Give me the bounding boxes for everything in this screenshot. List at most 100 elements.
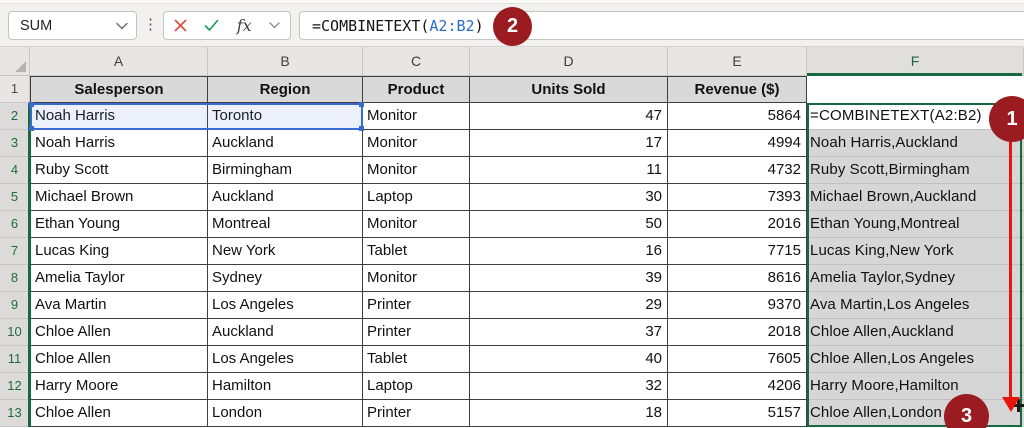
cell-a2[interactable]: Noah Harris [30, 103, 208, 130]
insert-function-icon[interactable]: fx [236, 16, 252, 35]
cell-e9[interactable]: 9370 [668, 292, 807, 319]
cell-f5[interactable]: Michael Brown,Auckland [807, 184, 1024, 211]
cell-d6[interactable]: 50 [470, 211, 668, 238]
chevron-down-icon[interactable] [269, 22, 280, 29]
cell-a11[interactable]: Chloe Allen [30, 346, 208, 373]
cell-a4[interactable]: Ruby Scott [30, 157, 208, 184]
cell-e2[interactable]: 5864 [668, 103, 807, 130]
row-header-5[interactable]: 5 [0, 184, 30, 211]
cell-c5[interactable]: Laptop [363, 184, 470, 211]
cell-a10[interactable]: Chloe Allen [30, 319, 208, 346]
cell-a12[interactable]: Harry Moore [30, 373, 208, 400]
row-header-1[interactable]: 1 [0, 76, 30, 103]
cell-b4[interactable]: Birmingham [208, 157, 363, 184]
cell-f3[interactable]: Noah Harris,Auckland [807, 130, 1024, 157]
cell-b8[interactable]: Sydney [208, 265, 363, 292]
cell-b12[interactable]: Hamilton [208, 373, 363, 400]
cell-b10[interactable]: Auckland [208, 319, 363, 346]
column-header-d[interactable]: D [470, 47, 668, 76]
cell-f10[interactable]: Chloe Allen,Auckland [807, 319, 1024, 346]
cell-d8[interactable]: 39 [470, 265, 668, 292]
cell-c1[interactable]: Product [363, 76, 470, 103]
cell-a1[interactable]: Salesperson [30, 76, 208, 103]
cell-c10[interactable]: Printer [363, 319, 470, 346]
cell-a13[interactable]: Chloe Allen [30, 400, 208, 427]
cell-c9[interactable]: Printer [363, 292, 470, 319]
cell-d1[interactable]: Units Sold [470, 76, 668, 103]
cell-c4[interactable]: Monitor [363, 157, 470, 184]
cell-d3[interactable]: 17 [470, 130, 668, 157]
cell-d7[interactable]: 16 [470, 238, 668, 265]
cell-f2[interactable]: =COMBINETEXT(A2:B2) [807, 103, 1024, 130]
column-header-f[interactable]: F [807, 47, 1024, 76]
cell-e6[interactable]: 2016 [668, 211, 807, 238]
cell-b11[interactable]: Los Angeles [208, 346, 363, 373]
cell-a6[interactable]: Ethan Young [30, 211, 208, 238]
cell-d9[interactable]: 29 [470, 292, 668, 319]
column-header-b[interactable]: B [208, 47, 363, 76]
cell-b3[interactable]: Auckland [208, 130, 363, 157]
cell-b1[interactable]: Region [208, 76, 363, 103]
cell-d2[interactable]: 47 [470, 103, 668, 130]
cell-c3[interactable]: Monitor [363, 130, 470, 157]
column-header-e[interactable]: E [668, 47, 807, 76]
cell-e5[interactable]: 7393 [668, 184, 807, 211]
cell-f6[interactable]: Ethan Young,Montreal [807, 211, 1024, 238]
formula-input[interactable]: =COMBINETEXT(A2:B2) [299, 11, 1024, 40]
cell-e11[interactable]: 7605 [668, 346, 807, 373]
cell-c11[interactable]: Tablet [363, 346, 470, 373]
cell-c7[interactable]: Tablet [363, 238, 470, 265]
row-header-6[interactable]: 6 [0, 211, 30, 238]
cell-e1[interactable]: Revenue ($) [668, 76, 807, 103]
cell-c6[interactable]: Monitor [363, 211, 470, 238]
row-header-10[interactable]: 10 [0, 319, 30, 346]
cell-f13[interactable]: Chloe Allen,London [807, 400, 1024, 427]
row-header-2[interactable]: 2 [0, 103, 30, 130]
cell-b6[interactable]: Montreal [208, 211, 363, 238]
cell-a9[interactable]: Ava Martin [30, 292, 208, 319]
cell-e12[interactable]: 4206 [668, 373, 807, 400]
cell-f4[interactable]: Ruby Scott,Birmingham [807, 157, 1024, 184]
cell-d5[interactable]: 30 [470, 184, 668, 211]
cell-f11[interactable]: Chloe Allen,Los Angeles [807, 346, 1024, 373]
cell-f7[interactable]: Lucas King,New York [807, 238, 1024, 265]
select-all-button[interactable] [0, 47, 30, 76]
row-header-8[interactable]: 8 [0, 265, 30, 292]
cell-c13[interactable]: Printer [363, 400, 470, 427]
cell-b2[interactable]: Toronto [208, 103, 363, 130]
row-header-12[interactable]: 12 [0, 373, 30, 400]
cell-e13[interactable]: 5157 [668, 400, 807, 427]
cell-e4[interactable]: 4732 [668, 157, 807, 184]
cell-a3[interactable]: Noah Harris [30, 130, 208, 157]
cancel-icon[interactable] [174, 19, 187, 32]
row-header-4[interactable]: 4 [0, 157, 30, 184]
cell-d4[interactable]: 11 [470, 157, 668, 184]
name-box[interactable]: SUM [8, 11, 137, 40]
row-header-3[interactable]: 3 [0, 130, 30, 157]
cell-f8[interactable]: Amelia Taylor,Sydney [807, 265, 1024, 292]
cell-d11[interactable]: 40 [470, 346, 668, 373]
row-header-7[interactable]: 7 [0, 238, 30, 265]
cell-f12[interactable]: Harry Moore,Hamilton [807, 373, 1024, 400]
row-header-11[interactable]: 11 [0, 346, 30, 373]
column-header-c[interactable]: C [363, 47, 470, 76]
cell-c12[interactable]: Laptop [363, 373, 470, 400]
cell-d13[interactable]: 18 [470, 400, 668, 427]
cell-f1[interactable] [807, 76, 1024, 103]
cell-a8[interactable]: Amelia Taylor [30, 265, 208, 292]
cell-e3[interactable]: 4994 [668, 130, 807, 157]
cell-f9[interactable]: Ava Martin,Los Angeles [807, 292, 1024, 319]
cell-e8[interactable]: 8616 [668, 265, 807, 292]
confirm-icon[interactable] [204, 19, 219, 32]
cell-d12[interactable]: 32 [470, 373, 668, 400]
cell-e10[interactable]: 2018 [668, 319, 807, 346]
row-header-13[interactable]: 13 [0, 400, 30, 427]
chevron-down-icon[interactable] [116, 22, 128, 30]
cell-e7[interactable]: 7715 [668, 238, 807, 265]
cell-a5[interactable]: Michael Brown [30, 184, 208, 211]
cell-b7[interactable]: New York [208, 238, 363, 265]
cell-a7[interactable]: Lucas King [30, 238, 208, 265]
cell-d10[interactable]: 37 [470, 319, 668, 346]
cell-c8[interactable]: Monitor [363, 265, 470, 292]
cell-c2[interactable]: Monitor [363, 103, 470, 130]
